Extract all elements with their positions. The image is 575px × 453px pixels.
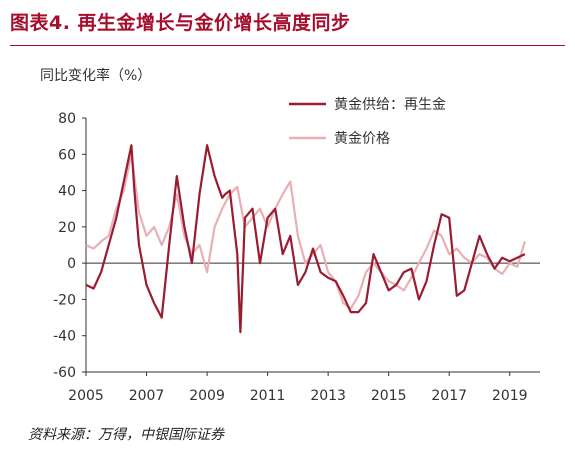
y-tick-label: -60: [53, 365, 76, 381]
y-tick-label: -40: [53, 329, 76, 345]
y-tick-label: 40: [58, 184, 76, 200]
x-tick-label: 2017: [431, 388, 467, 404]
x-tick-label: 2015: [371, 388, 407, 404]
x-axis-ticks: 2005 2007 2009 2011 2013 2015 2017 2019: [68, 372, 528, 404]
y-tick-label: 0: [67, 256, 76, 272]
y-tick-label: 80: [58, 111, 76, 127]
chart-frame: [85, 118, 540, 373]
x-tick-label: 2009: [189, 388, 225, 404]
x-tick-label: 2019: [492, 388, 528, 404]
series-line-recycled-gold: [85, 144, 526, 334]
y-tick-label: -20: [53, 292, 76, 308]
source-note: 资料来源：万得，中银国际证券: [28, 427, 224, 443]
x-tick-label: 2011: [250, 388, 286, 404]
figure-title: 图表4. 再生金增长与金价增长高度同步: [10, 12, 351, 34]
x-tick-label: 2005: [68, 388, 104, 404]
y-axis-label: 同比变化率（%）: [40, 67, 151, 84]
y-tick-label: 60: [58, 147, 76, 163]
legend-label: 黄金供给：再生金: [334, 96, 446, 113]
y-axis-ticks: -60 -40 -20 0 20 40 60 80: [53, 111, 86, 381]
x-tick-label: 2013: [310, 388, 346, 404]
x-tick-label: 2007: [129, 388, 165, 404]
series-line-gold-price: [85, 153, 526, 310]
legend-label: 黄金价格: [334, 130, 390, 147]
y-tick-label: 20: [58, 220, 76, 236]
title-rule: [10, 45, 565, 46]
series-layer: [85, 144, 526, 334]
